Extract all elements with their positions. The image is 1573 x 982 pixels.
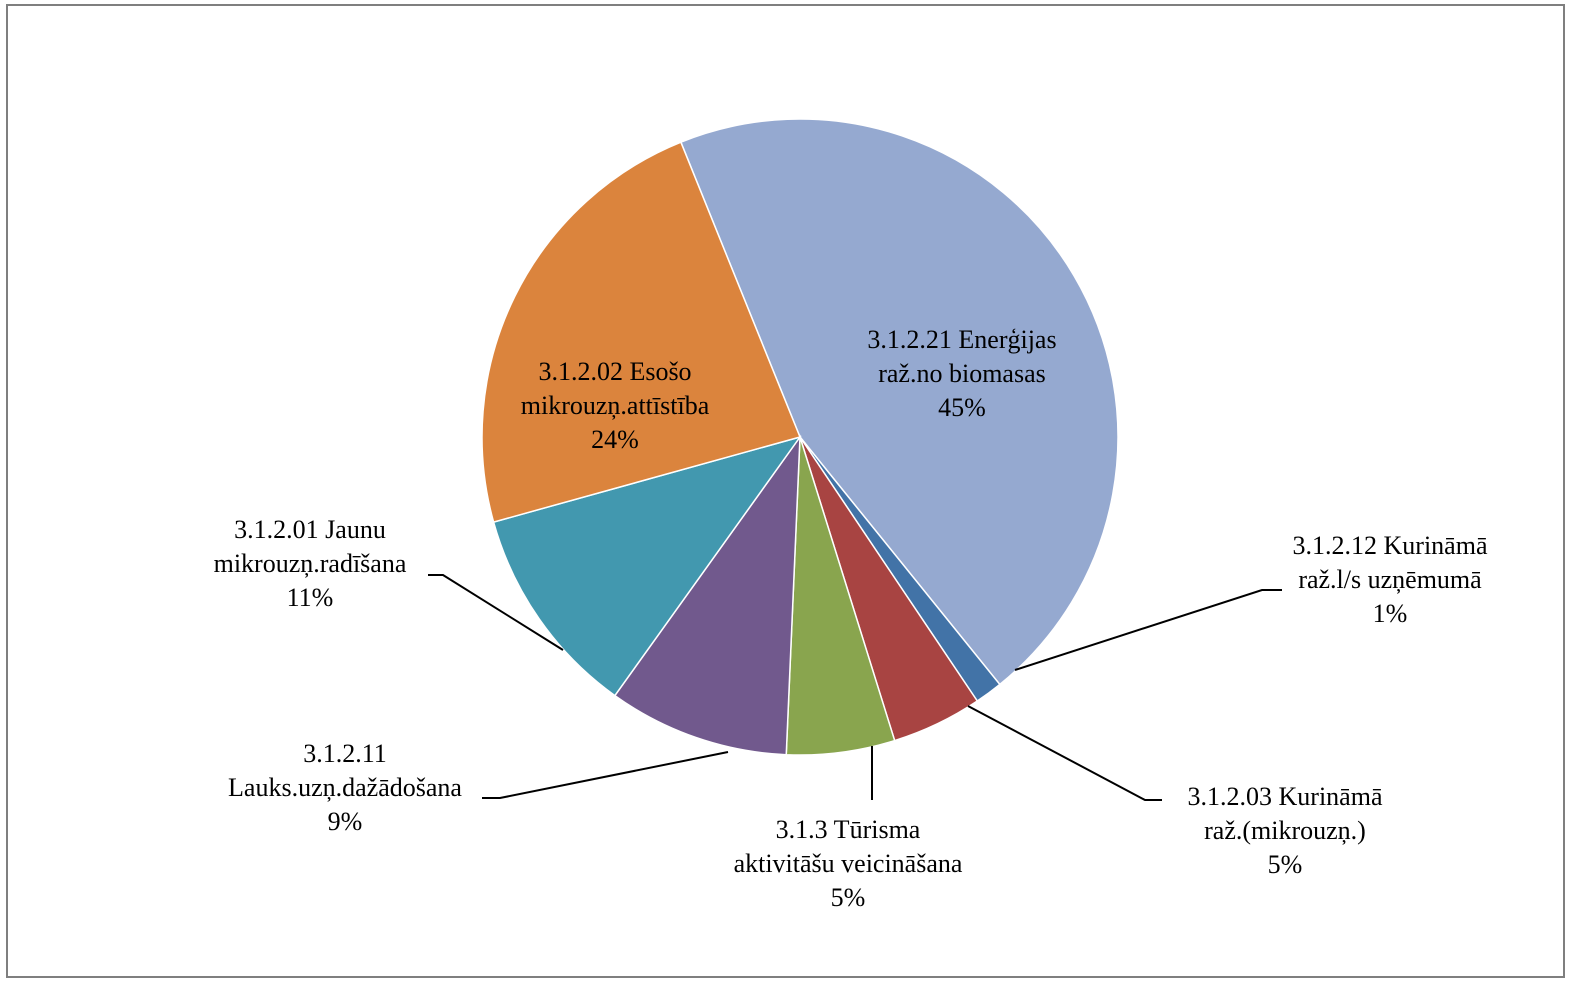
slice-label-3: 3.1.2.03 Kurināmā raž.(mikrouzņ.) 5% [1188, 782, 1383, 879]
slice-name-line: mikrouzņ.attīstība [521, 391, 710, 420]
pie-slice-6 [492, 435, 802, 697]
slice-label-7: 3.1.2.02 Esošo mikrouzņ.attīstība 24% [521, 357, 710, 454]
pie-slice-1 [679, 118, 1119, 686]
pie-slice-5 [613, 434, 801, 756]
leader-line-3 [967, 705, 1162, 801]
slice-name-line: 3.1.3 Tūrisma [776, 815, 921, 844]
slice-percent-label: 11% [287, 583, 334, 612]
slice-label-5: 3.1.2.11 Lauks.uzņ.dažādošana 9% [228, 739, 462, 836]
slice-label-4: 3.1.3 Tūrisma aktivitāšu veicināšana 5% [734, 815, 963, 912]
slice-name-line: 3.1.2.21 Enerģijas [867, 325, 1056, 354]
slice-percent-label: 5% [1268, 850, 1303, 879]
slice-name-line: raž.l/s uzņēmumā [1298, 565, 1482, 594]
slice-name-line: 3.1.2.02 Esošo [538, 357, 691, 386]
slice-name-line: 3.1.2.03 Kurināmā [1188, 782, 1383, 811]
slice-name-line: 3.1.2.11 [303, 739, 387, 768]
slice-name-line: Lauks.uzņ.dažādošana [228, 773, 462, 802]
slice-name-line: mikrouzņ.radīšana [214, 549, 407, 578]
slice-label-1: 3.1.2.21 Enerģijas raž.no biomasas 45% [867, 325, 1056, 422]
slice-name-line: raž.no biomasas [878, 359, 1046, 388]
slice-label-6: 3.1.2.01 Jaunu mikrouzņ.radīšana 11% [214, 515, 407, 612]
slice-name-line: raž.(mikrouzņ.) [1204, 816, 1366, 845]
slice-percent-label: 1% [1373, 599, 1408, 628]
slice-label-2: 3.1.2.12 Kurināmā raž.l/s uzņēmumā 1% [1293, 531, 1488, 628]
slice-name-line: aktivitāšu veicināšana [734, 849, 963, 878]
leader-line-2 [1014, 589, 1282, 671]
leader-line-6 [428, 574, 564, 651]
pie-slice-7 [481, 141, 802, 524]
slice-percent-label: 5% [831, 883, 866, 912]
slice-percent-label: 45% [938, 393, 986, 422]
slice-name-line: 3.1.2.12 Kurināmā [1293, 531, 1488, 560]
slice-name-line: 3.1.2.01 Jaunu [234, 515, 386, 544]
slice-percent-label: 24% [591, 425, 639, 454]
slice-percent-label: 9% [328, 807, 363, 836]
leader-line-5 [482, 751, 729, 799]
